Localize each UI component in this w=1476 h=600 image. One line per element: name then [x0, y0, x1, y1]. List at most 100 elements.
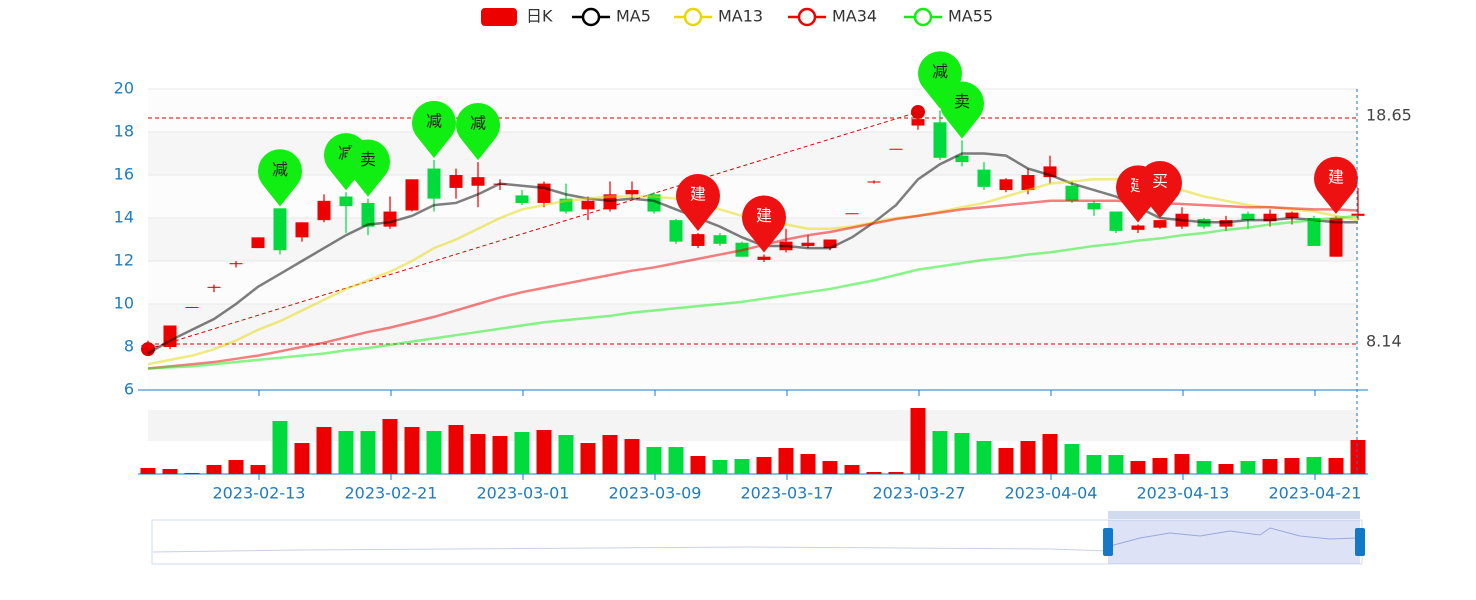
volume-bar — [668, 447, 684, 474]
zoom-window[interactable] — [1108, 520, 1360, 564]
volume-bar — [382, 419, 398, 474]
x-tick-label: 2023-04-13 — [1137, 484, 1230, 503]
legend-label: MA34 — [832, 7, 877, 26]
candle-body — [1329, 218, 1343, 257]
volume-bar — [1262, 459, 1278, 474]
zoom-preview — [152, 546, 1109, 553]
pin-shape — [345, 139, 390, 197]
volume-bar — [1174, 454, 1190, 474]
y-tick-label: 14 — [114, 208, 134, 227]
pin-label: 建 — [690, 185, 706, 204]
legend-label: MA55 — [948, 7, 993, 26]
candle-body — [911, 119, 925, 126]
candle-body — [845, 213, 859, 215]
zoom-handle-left[interactable] — [1103, 528, 1113, 556]
volume-bar — [1240, 461, 1256, 474]
pin-shape — [455, 103, 500, 161]
candle-body — [1241, 213, 1255, 221]
legend-item[interactable]: MA13 — [674, 7, 763, 27]
pin-label: 减 — [426, 111, 442, 130]
y-tick-label: 20 — [114, 79, 134, 98]
legend-icon-circle — [581, 7, 601, 27]
candle-body — [1043, 166, 1057, 178]
zoom-handle-right[interactable] — [1355, 528, 1365, 556]
candle-body — [691, 234, 705, 246]
ma-line — [147, 214, 1359, 370]
zoom-handle-bar[interactable] — [1108, 511, 1360, 519]
data-zoom[interactable] — [151, 511, 1365, 565]
x-tick-label: 2023-02-13 — [213, 484, 306, 503]
volume-bar — [1306, 457, 1322, 474]
candle-body — [405, 179, 419, 211]
candle-body — [1109, 211, 1123, 231]
split-area — [148, 261, 1358, 304]
pin-label: 减 — [470, 114, 486, 133]
legend-icon-circle — [797, 7, 817, 27]
legend-icon — [481, 8, 517, 26]
candle-body — [229, 263, 243, 265]
volume-bar — [404, 427, 420, 474]
volume-bar — [558, 435, 574, 474]
legend-item[interactable]: MA55 — [904, 7, 993, 27]
volume-bar — [338, 431, 354, 474]
mark-line-label: 8.14 — [1366, 331, 1402, 350]
volume-bar — [602, 435, 618, 474]
pin-label: 卖 — [954, 92, 970, 111]
volume-bar — [360, 431, 376, 474]
pin-label: 卖 — [360, 150, 376, 169]
volume-bar — [778, 448, 794, 474]
volume-bar — [910, 408, 926, 474]
mark-pin: 减 — [411, 100, 456, 158]
y-tick-label: 10 — [114, 294, 134, 313]
volume-bar — [294, 443, 310, 474]
mark-pin: 减 — [455, 103, 500, 161]
candle-body — [977, 169, 991, 187]
candle-body — [1263, 213, 1277, 222]
candle-body — [999, 179, 1013, 191]
pin-shape — [1314, 156, 1358, 214]
mark-pin: 卖 — [345, 139, 390, 197]
volume-bar — [954, 433, 970, 474]
legend-label: 日K — [526, 7, 553, 26]
volume-bar — [316, 427, 332, 474]
legend-item[interactable]: 日K — [481, 7, 553, 27]
volume-bar — [756, 457, 772, 474]
pin-shape — [258, 149, 302, 207]
volume-bar — [690, 456, 706, 474]
volume-bar — [206, 465, 222, 474]
volume-bar — [514, 432, 530, 474]
y-tick-label: 12 — [114, 251, 134, 270]
volume-bar — [866, 472, 882, 474]
candle-body — [955, 155, 969, 163]
volume-bar — [1042, 434, 1058, 474]
pin-label: 建 — [1328, 167, 1344, 186]
legend-label: MA13 — [718, 7, 763, 26]
legend-label: MA5 — [616, 7, 651, 26]
legend-item[interactable]: MA5 — [572, 7, 651, 27]
volume-bar — [140, 468, 156, 474]
candle-body — [713, 235, 727, 244]
legend-item[interactable]: MA34 — [788, 7, 877, 27]
candle-body — [1307, 218, 1321, 246]
volume-bar — [1218, 464, 1234, 474]
volume-bar — [624, 439, 640, 474]
volume-bar — [470, 434, 486, 474]
volume-bar — [1108, 455, 1124, 474]
candle-body — [1351, 213, 1365, 216]
candle-body — [361, 202, 375, 227]
legend-icon-circle — [683, 7, 703, 27]
candle-body — [823, 239, 837, 249]
ma-line — [147, 152, 1358, 355]
candle-body — [339, 196, 353, 207]
volume-bar — [734, 459, 750, 474]
pin-shape — [742, 195, 786, 253]
candle-body — [1131, 225, 1145, 230]
volume-bar — [1086, 455, 1102, 474]
candle-body — [207, 286, 221, 288]
candle-body — [1087, 202, 1101, 210]
candle-body — [383, 211, 397, 227]
candle-body — [867, 181, 881, 183]
mark-line-label: 18.65 — [1366, 106, 1412, 125]
candle-body — [1285, 212, 1299, 218]
